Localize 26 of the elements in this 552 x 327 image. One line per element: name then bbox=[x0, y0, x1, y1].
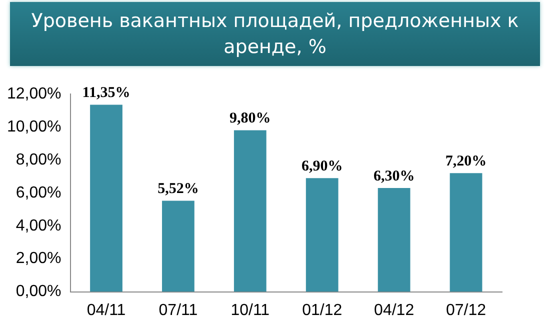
data-label: 9,80% bbox=[230, 110, 271, 127]
data-label: 11,35% bbox=[82, 85, 130, 102]
x-tick-label: 01/12 bbox=[302, 302, 342, 319]
bar bbox=[378, 188, 410, 292]
data-label: 6,30% bbox=[373, 168, 415, 184]
y-tick-label: 10,00% bbox=[7, 118, 62, 136]
y-tick-label: 6,00% bbox=[16, 184, 62, 202]
data-label: 7,20% bbox=[445, 153, 487, 170]
x-tick-label: 10/11 bbox=[230, 302, 270, 319]
y-tick-label: 12,00% bbox=[7, 85, 62, 102]
y-tick-label: 2,00% bbox=[16, 250, 62, 268]
y-tick-label: 8,00% bbox=[16, 151, 62, 168]
bar bbox=[162, 200, 194, 292]
x-tick-label: 07/12 bbox=[446, 302, 486, 319]
bar bbox=[306, 178, 338, 292]
bar bbox=[450, 173, 482, 292]
y-tick-label: 0,00% bbox=[16, 283, 62, 300]
x-tick-label: 07/11 bbox=[158, 302, 198, 319]
chart-title: Уровень вакантных площадей, предложенных к аренде, % bbox=[10, 2, 540, 66]
x-tick-label: 04/11 bbox=[86, 302, 126, 319]
data-label: 6,90% bbox=[301, 158, 343, 174]
bar bbox=[234, 130, 266, 292]
data-label: 5,52% bbox=[158, 181, 199, 198]
y-tick-label: 4,00% bbox=[16, 217, 62, 234]
x-tick-label: 04/12 bbox=[374, 302, 414, 319]
bar bbox=[90, 104, 122, 292]
